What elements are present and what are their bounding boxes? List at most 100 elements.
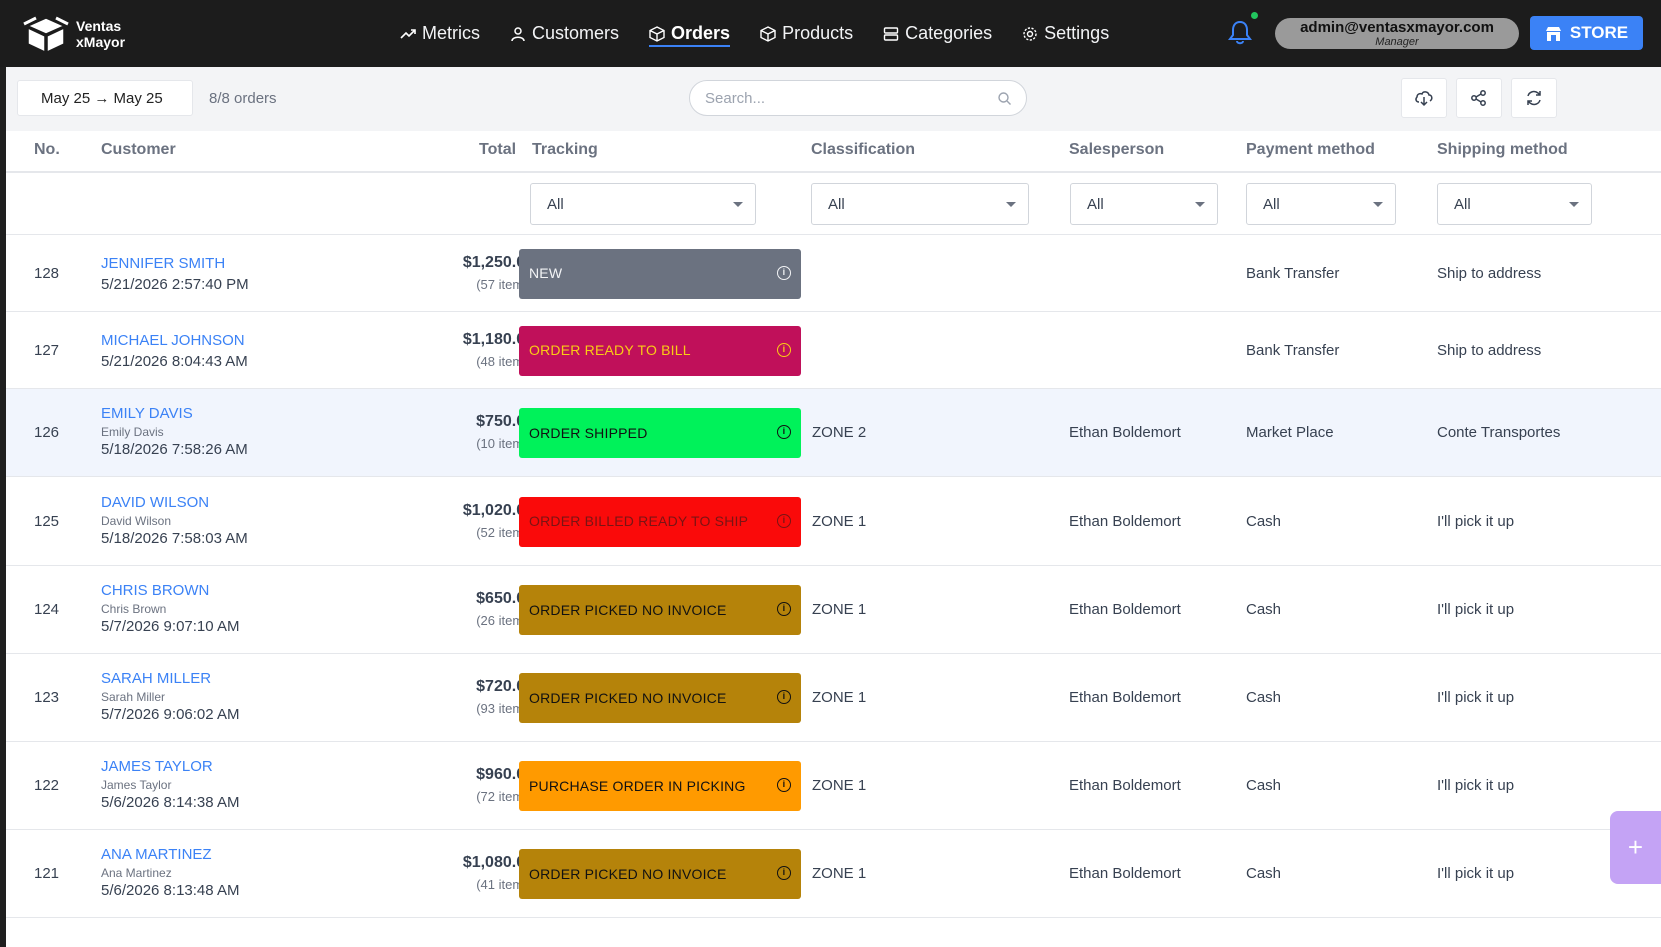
customer-subname: James Taylor <box>101 778 172 792</box>
tracking-status-label: ORDER READY TO BILL <box>529 342 691 358</box>
user-menu[interactable]: admin@ventasxmayor.com Manager <box>1275 18 1519 49</box>
customer-subname: Sarah Miller <box>101 690 166 704</box>
table-row[interactable]: 128 JENNIFER SMITH 5/21/2026 2:57:40 PM $1,… <box>6 235 1661 312</box>
date-range-label: May 25 → May 25 <box>41 89 163 107</box>
customer-subname: Chris Brown <box>101 602 167 616</box>
chevron-down-icon <box>1195 202 1205 207</box>
customer-name-link[interactable]: DAVID WILSON <box>101 493 210 511</box>
col-payment[interactable]: Payment method <box>1246 141 1375 158</box>
customer-name-link[interactable]: JAMES TAYLOR <box>101 758 213 775</box>
table-row[interactable]: 124 CHRIS BROWN Chris Brown 5/7/2026 9:07:1… <box>6 566 1661 654</box>
share-button[interactable] <box>1456 78 1502 118</box>
order-total: $1,180.00 <box>462 330 534 348</box>
order-date: 5/18/2026 7:58:26 AM <box>101 441 248 458</box>
salesperson-value: Ethan Boldemort <box>1069 424 1181 441</box>
nav-categories[interactable]: Categories <box>883 0 992 67</box>
nav-metrics[interactable]: Metrics <box>400 0 480 67</box>
shipping-method-value: I'll pick it up <box>1437 777 1515 794</box>
tracking-status-badge[interactable]: ORDER BILLED READY TO SHIP i <box>519 496 801 547</box>
col-customer[interactable]: Customer <box>101 141 176 158</box>
order-date: 5/6/2026 8:13:48 AM <box>101 882 240 899</box>
table-row[interactable]: 126 EMILY DAVIS Emily Davis 5/18/2026 7:58:… <box>6 389 1661 477</box>
table-row[interactable]: 123 SARAH MILLER Sarah Miller 5/7/2026 9:06… <box>6 654 1661 742</box>
tracking-status-label: ORDER PICKED NO INVOICE <box>529 689 727 706</box>
salesperson-filter[interactable]: All <box>1070 183 1218 225</box>
customer-name-link[interactable]: JENNIFER SMITH <box>101 254 226 272</box>
tracking-status-label: ORDER PICKED NO INVOICE <box>529 865 727 882</box>
tracking-status-badge[interactable]: ORDER PICKED NO INVOICE i <box>519 673 801 723</box>
table-row[interactable]: 127 MICHAEL JOHNSON 5/21/2026 8:04:43 AM $1… <box>6 312 1661 389</box>
top-navbar: Ventas xMayor Metrics Customers Orders P… <box>0 0 1661 67</box>
search-icon[interactable] <box>997 91 1012 106</box>
store-button[interactable]: STORE <box>1530 16 1643 50</box>
nav-categories-label: Categories <box>905 23 993 43</box>
chevron-down-icon <box>733 202 743 207</box>
col-no[interactable]: No. <box>34 141 60 158</box>
plus-icon: + <box>1627 832 1644 862</box>
order-date: 5/21/2026 8:04:43 AM <box>101 352 248 370</box>
customer-name-link[interactable]: SARAH MILLER <box>101 670 212 687</box>
col-classification[interactable]: Classification <box>811 141 916 158</box>
info-icon[interactable]: i <box>777 866 791 880</box>
tracking-status-badge[interactable]: ORDER PICKED NO INVOICE i <box>519 585 801 635</box>
table-header: No. Customer Total Tracking Classificati… <box>6 131 1661 173</box>
order-number: 126 <box>34 424 60 441</box>
left-edge <box>0 0 6 947</box>
shipping-filter[interactable]: All <box>1437 183 1592 225</box>
refresh-button[interactable] <box>1511 78 1557 118</box>
col-total[interactable]: Total <box>479 141 517 158</box>
col-shipping[interactable]: Shipping method <box>1437 141 1568 158</box>
order-date: 5/7/2026 9:07:10 AM <box>101 618 240 635</box>
info-icon[interactable]: i <box>777 425 791 439</box>
search-input[interactable] <box>690 81 980 115</box>
order-date: 5/21/2026 2:57:40 PM <box>101 275 249 293</box>
bell-icon[interactable] <box>1226 18 1254 46</box>
col-tracking[interactable]: Tracking <box>532 141 598 158</box>
info-icon[interactable]: i <box>777 778 791 792</box>
store-label: STORE <box>1569 23 1629 42</box>
tracking-status-badge[interactable]: ORDER PICKED NO INVOICE i <box>519 849 801 899</box>
tracking-status-label: NEW <box>529 265 563 281</box>
table-row[interactable]: 122 JAMES TAYLOR James Taylor 5/6/2026 8:14… <box>6 742 1661 830</box>
user-email: admin@ventasxmayor.com <box>1300 19 1494 36</box>
brand-logo[interactable]: Ventas xMayor <box>22 14 125 54</box>
tracking-status-badge[interactable]: PURCHASE ORDER IN PICKING i <box>519 761 801 811</box>
tracking-status-badge[interactable]: ORDER READY TO BILL i <box>519 325 801 376</box>
tracking-status-badge[interactable]: ORDER SHIPPED i <box>519 408 801 458</box>
nav-customers[interactable]: Customers <box>510 0 619 67</box>
payment-filter[interactable]: All <box>1246 183 1396 225</box>
table-row[interactable]: 121 ANA MARTINEZ Ana Martinez 5/6/2026 8:13… <box>6 830 1661 918</box>
info-icon[interactable]: i <box>777 690 791 704</box>
nav-orders-label: Orders <box>671 23 731 43</box>
col-salesperson[interactable]: Salesperson <box>1069 141 1165 158</box>
info-icon[interactable]: i <box>777 513 791 528</box>
tracking-status-badge[interactable]: NEW i <box>519 248 801 299</box>
download-button[interactable] <box>1401 78 1447 118</box>
nav-settings[interactable]: Settings <box>1022 0 1109 67</box>
nav-orders[interactable]: Orders <box>649 0 731 67</box>
tracking-status-label: PURCHASE ORDER IN PICKING <box>529 777 746 794</box>
refresh-icon <box>1527 90 1541 106</box>
info-icon[interactable]: i <box>777 342 791 357</box>
info-icon[interactable]: i <box>777 265 791 280</box>
payment-method-value: Bank Transfer <box>1246 341 1340 359</box>
box-icon <box>760 25 776 42</box>
customer-name-link[interactable]: ANA MARTINEZ <box>101 846 212 863</box>
table-row[interactable]: 125 DAVID WILSON David Wilson 5/18/2026 7:5… <box>6 477 1661 566</box>
customer-name-link[interactable]: EMILY DAVIS <box>101 405 193 422</box>
info-icon[interactable]: i <box>777 602 791 616</box>
add-order-button[interactable]: + <box>1610 811 1661 884</box>
shipping-method-value: I'll pick it up <box>1437 601 1515 618</box>
classification-value: ZONE 1 <box>812 601 867 618</box>
tracking-filter[interactable]: All <box>530 183 756 225</box>
date-range-picker[interactable]: May 25 → May 25 <box>17 80 193 116</box>
brand-name: Ventas xMayor <box>76 18 125 50</box>
shipping-method-value: Conte Transportes <box>1437 424 1561 441</box>
order-number: 122 <box>34 777 60 794</box>
nav-products[interactable]: Products <box>760 0 853 67</box>
customer-name-link[interactable]: CHRIS BROWN <box>101 582 210 599</box>
classification-value: ZONE 1 <box>812 689 867 706</box>
customer-name-link[interactable]: MICHAEL JOHNSON <box>101 331 245 349</box>
classification-filter[interactable]: All <box>811 183 1029 225</box>
payment-filter-value: All <box>1263 195 1280 213</box>
